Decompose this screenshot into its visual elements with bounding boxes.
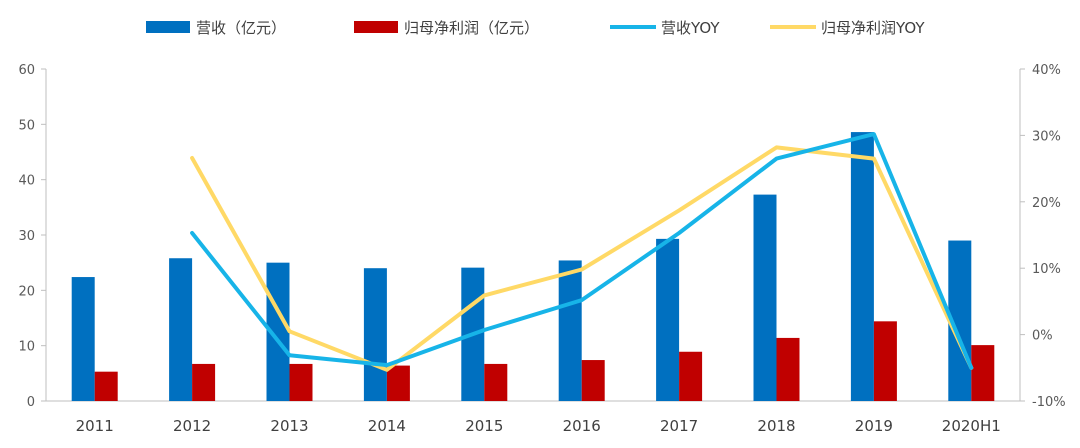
y-left-tick-label: 50 (18, 118, 35, 133)
x-tick-label: 2011 (76, 417, 114, 435)
bars (71, 132, 995, 401)
line-revenue-yoy (190, 132, 974, 370)
bar-net-profit (192, 363, 216, 401)
bar-revenue (169, 258, 193, 401)
bar-net-profit (484, 363, 508, 401)
legend-item-revenue-yoy: 营收YOY (610, 19, 720, 37)
legend-swatch-net-profit (354, 21, 398, 33)
x-tick-label: 2018 (757, 417, 795, 435)
y-left-tick-label: 40 (18, 174, 35, 189)
bar-net-profit (776, 337, 800, 401)
lines (190, 132, 974, 372)
bar-net-profit (873, 321, 897, 401)
legend-label-net-profit-yoy: 归母净利润YOY (821, 19, 925, 37)
legend: 营收（亿元） 归母净利润（亿元） 营收YOY 归母净利润YOY (146, 19, 925, 37)
bar-revenue (753, 194, 777, 401)
line-net-profit-yoy (190, 145, 974, 372)
bar-revenue (850, 132, 874, 401)
y-left-tick-label: 60 (18, 63, 35, 78)
bar-net-profit (971, 345, 995, 401)
x-tick-label: 2019 (855, 417, 893, 435)
y-left-tick-label: 10 (18, 340, 35, 355)
y-right-tick-label: -10% (1032, 395, 1066, 410)
bar-net-profit (386, 365, 410, 401)
bar-revenue (656, 238, 680, 401)
legend-label-revenue: 营收（亿元） (196, 19, 286, 37)
x-tick-label: 2017 (660, 417, 698, 435)
legend-item-revenue: 营收（亿元） (146, 19, 286, 37)
bar-revenue (948, 240, 972, 401)
bar-net-profit (679, 351, 703, 401)
axes: 0 10 20 30 40 50 60 -10% 0% 10% 20% 30% 40% 2011 2012 2… (18, 63, 1065, 435)
y-left-tick-label: 20 (18, 284, 35, 299)
bar-net-profit (581, 360, 605, 401)
x-tick-label: 2020H1 (942, 417, 1001, 435)
y-left-tick-label: 30 (18, 229, 35, 244)
y-right-tick-label: 10% (1032, 262, 1061, 277)
legend-item-net-profit: 归母净利润（亿元） (354, 19, 539, 37)
x-tick-label: 2012 (173, 417, 211, 435)
legend-label-net-profit: 归母净利润（亿元） (404, 19, 539, 37)
x-tick-label: 2013 (270, 417, 308, 435)
x-tick-label: 2014 (368, 417, 406, 435)
x-tick-label: 2016 (563, 417, 601, 435)
bar-revenue (71, 277, 95, 401)
x-tick-label: 2015 (465, 417, 503, 435)
y-right-tick-label: 30% (1032, 129, 1061, 144)
y-left-tick-label: 0 (27, 395, 35, 410)
bar-revenue (558, 260, 582, 401)
bar-net-profit (94, 371, 118, 401)
y-right-tick-label: 0% (1032, 329, 1053, 344)
y-right-tick-label: 20% (1032, 196, 1061, 211)
bar-revenue (363, 268, 387, 401)
bar-net-profit (289, 363, 313, 401)
legend-label-revenue-yoy: 营收YOY (661, 19, 720, 37)
y-right-tick-label: 40% (1032, 63, 1061, 78)
legend-item-net-profit-yoy: 归母净利润YOY (770, 19, 925, 37)
legend-swatch-revenue (146, 21, 190, 33)
